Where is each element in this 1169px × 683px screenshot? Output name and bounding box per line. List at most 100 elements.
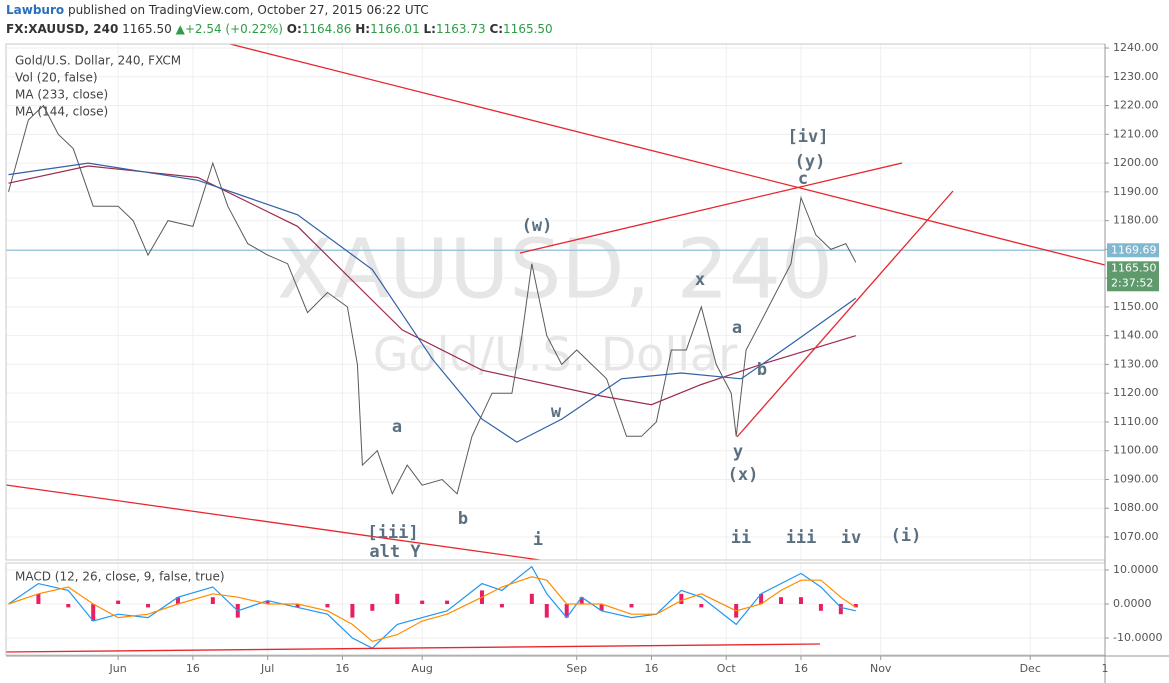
x-tick-label: 16 bbox=[794, 662, 808, 675]
histogram-bar bbox=[798, 597, 803, 605]
study-label: Vol (20, false) bbox=[15, 71, 98, 85]
x-tick-label: Jun bbox=[109, 662, 127, 675]
price-series bbox=[8, 104, 857, 496]
y-tick-label: 1090.00 bbox=[1113, 472, 1159, 485]
published: published on TradingView.com, October 27… bbox=[67, 3, 429, 17]
y-tick-label: 1190.00 bbox=[1113, 185, 1159, 198]
wave-label: b bbox=[458, 509, 468, 529]
wave-label: alt Y bbox=[369, 542, 421, 562]
histogram-bar bbox=[420, 600, 425, 605]
chart-title: Gold/U.S. Dollar, 240, FXCM bbox=[15, 54, 181, 68]
histogram-bar bbox=[579, 597, 584, 605]
axes: Jun 16 Jul 16 Aug Sep 16 Oct 16 Nov Dec 1 1070.00 108… bbox=[5, 41, 1169, 683]
x-tick-label: 16 bbox=[335, 662, 349, 675]
macd-title: MACD (12, 26, close, 9, false, true) bbox=[15, 570, 225, 584]
wave-label: (y) bbox=[795, 152, 826, 172]
y-tick-label: 1200.00 bbox=[1113, 156, 1159, 169]
histogram-bar bbox=[370, 604, 375, 611]
histogram-bar bbox=[629, 604, 634, 608]
wave-label: iii bbox=[786, 528, 817, 548]
y-tick-label: 1110.00 bbox=[1113, 415, 1159, 428]
x-tick-label: Dec bbox=[1020, 662, 1041, 675]
quote-line: FX:XAUUSD, 240 1165.50 ▲+2.54 (+0.22%) O… bbox=[6, 22, 553, 36]
y-tick-label: 1180.00 bbox=[1113, 214, 1159, 227]
wave-label: i bbox=[533, 530, 543, 550]
histogram-bar bbox=[544, 604, 549, 618]
histogram-bar bbox=[265, 600, 270, 605]
legend-entry: MA (144, close) bbox=[15, 105, 108, 119]
histogram-bar bbox=[210, 597, 215, 605]
y-tick-label: 1080.00 bbox=[1113, 501, 1159, 514]
price-line-label: 1169.69 bbox=[1111, 243, 1157, 256]
price-line-box bbox=[1107, 243, 1159, 258]
histogram-bar bbox=[818, 604, 823, 611]
x-tick-label: Aug bbox=[411, 662, 432, 675]
wave-label: [iii] bbox=[367, 523, 418, 543]
c-label: C: bbox=[489, 22, 504, 36]
last-price-box bbox=[1107, 261, 1159, 292]
change: +2.54 (+0.22%) bbox=[184, 22, 283, 36]
histogram-bar bbox=[116, 600, 121, 605]
trend-lines bbox=[5, 43, 1106, 653]
histogram-bar bbox=[295, 604, 300, 608]
trend-line bbox=[5, 643, 821, 653]
histogram-bar bbox=[779, 597, 784, 605]
histogram-bar bbox=[679, 593, 684, 605]
y-tick-label: 0.0000 bbox=[1113, 597, 1152, 610]
trend-line bbox=[519, 162, 903, 254]
header-line: Lawburo published on TradingView.com, Oc… bbox=[6, 3, 429, 17]
y-tick-label: 1100.00 bbox=[1113, 444, 1159, 457]
legend-entry: MA (233, close) bbox=[15, 88, 108, 102]
histogram-bar bbox=[759, 593, 764, 605]
y-tick-label: 10.0000 bbox=[1113, 563, 1159, 576]
price-series bbox=[8, 165, 856, 406]
h: 1166.01 bbox=[370, 22, 420, 36]
histogram-bar bbox=[350, 604, 355, 618]
o: 1164.86 bbox=[301, 22, 352, 36]
histogram-bar bbox=[699, 604, 704, 608]
histogram-bar bbox=[175, 597, 180, 605]
o-label: O: bbox=[286, 22, 302, 36]
histogram-bar bbox=[853, 604, 858, 608]
header: Lawburo published on TradingView.com, Oc… bbox=[0, 0, 1169, 44]
wave-label: b bbox=[757, 360, 767, 380]
y-tick-label: -10.0000 bbox=[1113, 631, 1162, 644]
histogram-bar bbox=[445, 600, 450, 605]
last: 1165.50 bbox=[122, 22, 172, 36]
wave-label: (x) bbox=[728, 465, 759, 485]
histogram-bar bbox=[599, 604, 604, 611]
histogram-bar bbox=[499, 604, 504, 608]
wave-label: a bbox=[732, 318, 742, 338]
trend-line bbox=[229, 43, 1106, 266]
trend-line bbox=[736, 190, 954, 438]
y-tick-label: 1120.00 bbox=[1113, 386, 1159, 399]
wave-label: iv bbox=[841, 528, 861, 548]
histogram-bar bbox=[66, 604, 71, 608]
x-tick-label: Jul bbox=[260, 662, 274, 675]
up-arrow: ▲ bbox=[175, 22, 185, 36]
macd-line bbox=[8, 576, 857, 643]
author[interactable]: Lawburo bbox=[6, 3, 65, 17]
histogram-bar bbox=[91, 604, 96, 622]
symbol: FX:XAUUSD, 240 bbox=[6, 22, 119, 36]
wave-label: (i) bbox=[891, 526, 922, 546]
countdown: 2:37:52 bbox=[1111, 276, 1153, 289]
y-tick-label: 1230.00 bbox=[1113, 70, 1159, 83]
l-label: L: bbox=[423, 22, 436, 36]
wave-label: ii bbox=[731, 528, 751, 548]
histogram-bar bbox=[325, 604, 330, 608]
watermark: XAUUSD, 240 bbox=[277, 222, 833, 317]
x-tick-label: Nov bbox=[870, 662, 892, 675]
wave-label: (w) bbox=[522, 216, 553, 236]
watermark-sub: Gold/U.S. Dollar bbox=[373, 328, 737, 382]
y-tick-label: 1130.00 bbox=[1113, 357, 1159, 370]
y-tick-label: 1220.00 bbox=[1113, 99, 1159, 112]
y-tick-label: 1070.00 bbox=[1113, 530, 1159, 543]
histogram-bar bbox=[838, 604, 843, 615]
trend-line bbox=[5, 484, 541, 561]
x-tick-label: Oct bbox=[717, 662, 737, 675]
l: 1163.73 bbox=[435, 22, 486, 36]
x-tick-label: 1 bbox=[1102, 662, 1109, 675]
